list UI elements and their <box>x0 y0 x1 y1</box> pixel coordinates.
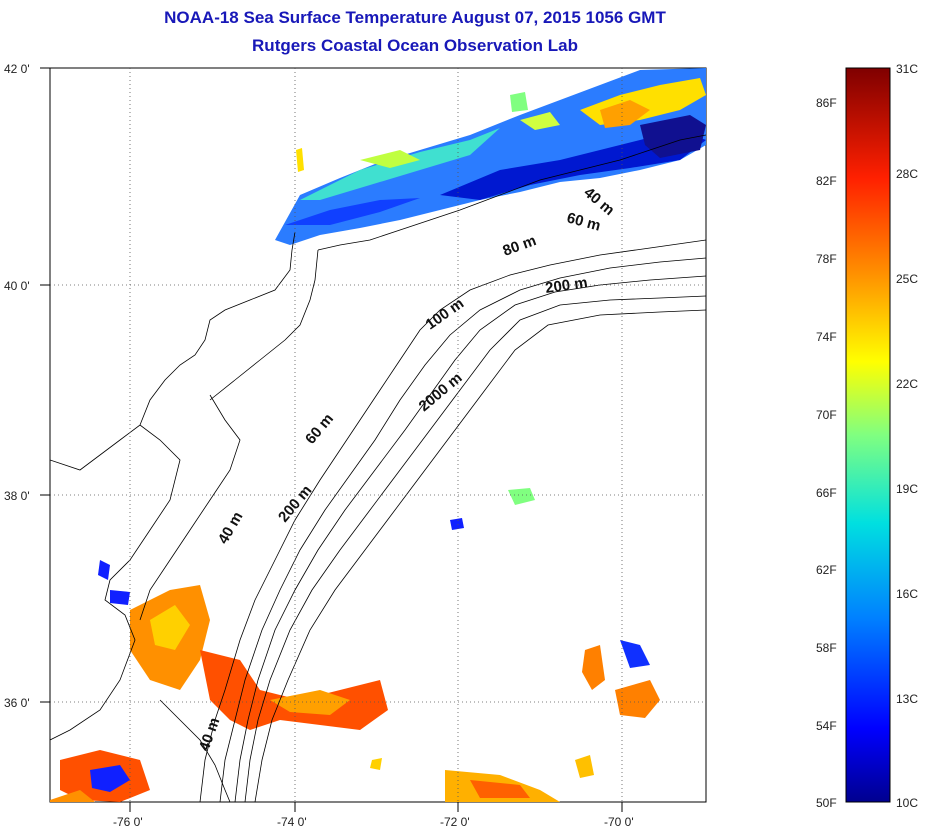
colorbar-f-label: 66F <box>816 486 837 500</box>
colorbar-f-label: 70F <box>816 408 837 422</box>
colorbar-c-label: 22C <box>896 377 918 391</box>
map-subtitle: Rutgers Coastal Ocean Observation Lab <box>252 36 578 55</box>
map-title: NOAA-18 Sea Surface Temperature August 0… <box>164 8 666 27</box>
lat-axis: 42 0' 40 0' 38 0' 36 0' <box>4 62 30 710</box>
lat-lon-grid <box>50 68 706 802</box>
colorbar-f-label: 58F <box>816 641 837 655</box>
lat-tick-label: 42 0' <box>4 62 30 76</box>
axis-tick-marks <box>40 67 623 812</box>
contour-label: 200 m <box>544 274 588 297</box>
colorbar-c-label: 25C <box>896 272 918 286</box>
colorbar-c-label: 28C <box>896 167 918 181</box>
colorbar-celsius-labels: 31C 28C 25C 22C 19C 16C 13C 10C <box>896 62 918 810</box>
colorbar-f-label: 74F <box>816 330 837 344</box>
lat-tick-label: 38 0' <box>4 489 30 503</box>
lon-tick-label: -70 0' <box>604 815 634 829</box>
colorbar-c-label: 16C <box>896 587 918 601</box>
colorbar-f-label: 62F <box>816 563 837 577</box>
colorbar-f-label: 50F <box>816 796 837 810</box>
sst-imagery <box>50 68 706 802</box>
lon-tick-label: -74 0' <box>277 815 307 829</box>
colorbar-c-label: 31C <box>896 62 918 76</box>
colorbar-f-label: 82F <box>816 174 837 188</box>
colorbar-fahrenheit-labels: 86F 82F 78F 74F 70F 66F 62F 58F 54F 50F <box>816 96 837 810</box>
colorbar-c-label: 10C <box>896 796 918 810</box>
colorbar-c-label: 19C <box>896 482 918 496</box>
colorbar-f-label: 86F <box>816 96 837 110</box>
colorbar-f-label: 78F <box>816 252 837 266</box>
lat-tick-label: 40 0' <box>4 279 30 293</box>
lat-tick-label: 36 0' <box>4 696 30 710</box>
bathymetry-contours <box>199 239 706 802</box>
lon-tick-label: -76 0' <box>113 815 143 829</box>
coastline <box>50 134 706 802</box>
colorbar-f-label: 54F <box>816 719 837 733</box>
colorbar <box>845 67 891 803</box>
colorbar-c-label: 13C <box>896 692 918 706</box>
lon-axis: -76 0' -74 0' -72 0' -70 0' <box>113 815 634 829</box>
lon-tick-label: -72 0' <box>440 815 470 829</box>
